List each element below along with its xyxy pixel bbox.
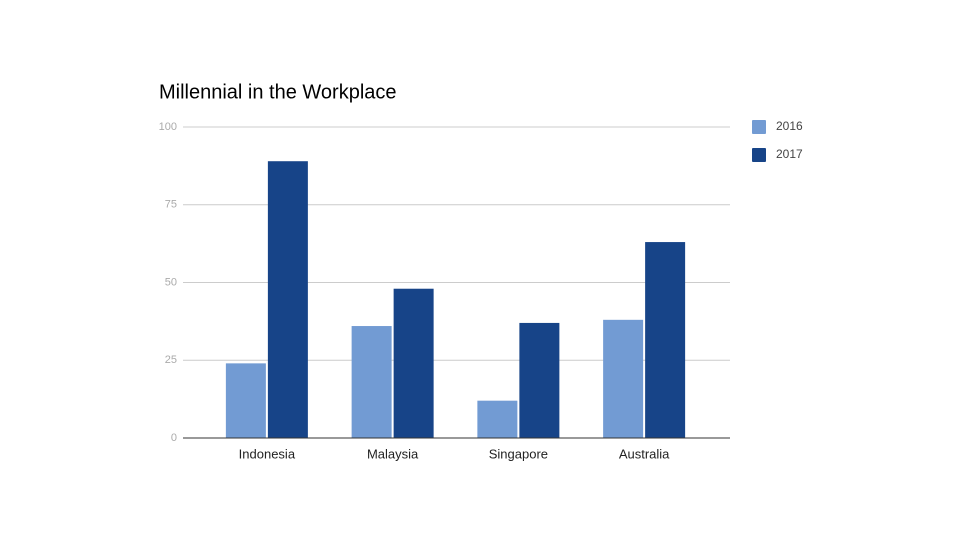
legend-label: 2016 bbox=[776, 119, 803, 133]
bar bbox=[267, 161, 308, 438]
bar bbox=[519, 322, 560, 438]
y-tick-label: 0 bbox=[171, 432, 177, 444]
chart-title: Millennial in the Workplace bbox=[159, 81, 397, 103]
x-tick-label: Australia bbox=[619, 446, 670, 461]
bar bbox=[393, 288, 434, 438]
bar bbox=[477, 400, 518, 438]
x-tick-label: Indonesia bbox=[239, 446, 296, 461]
bar bbox=[645, 242, 686, 438]
bar bbox=[603, 319, 644, 438]
legend-swatch bbox=[752, 120, 766, 134]
y-tick-label: 75 bbox=[165, 199, 177, 211]
legend-label: 2017 bbox=[776, 147, 803, 161]
y-tick-label: 50 bbox=[165, 276, 177, 288]
bar bbox=[351, 326, 392, 438]
y-tick-label: 25 bbox=[165, 354, 177, 366]
y-tick-label: 100 bbox=[159, 121, 177, 133]
bar bbox=[225, 363, 266, 438]
x-tick-label: Malaysia bbox=[367, 446, 419, 461]
legend-swatch bbox=[752, 148, 766, 162]
x-tick-label: Singapore bbox=[489, 446, 548, 461]
